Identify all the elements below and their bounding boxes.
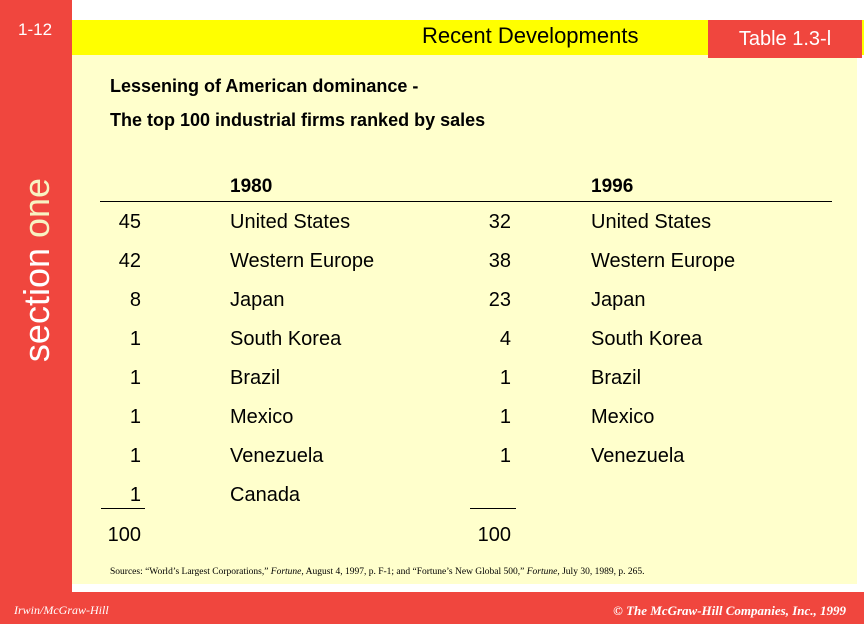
header-title: Recent Developments	[422, 23, 639, 48]
count-1980: 8	[129, 289, 141, 311]
count-1980: 1	[129, 445, 141, 467]
count-1980: 42	[118, 250, 141, 272]
sum-underline-1980	[101, 508, 145, 509]
footer-copyright: © The McGraw-Hill Companies, Inc., 1999	[613, 603, 846, 618]
count-1996: 1	[499, 367, 511, 389]
count-1996: 38	[488, 250, 511, 272]
count-1996: 32	[488, 211, 511, 233]
country-1996: Venezuela	[591, 445, 685, 467]
country-1996: Brazil	[591, 367, 642, 389]
sources-note: Sources: “World’s Largest Corporations,”…	[110, 567, 644, 577]
count-1996: 23	[488, 289, 511, 311]
country-1980: Canada	[230, 484, 301, 506]
country-1980: Japan	[230, 289, 285, 311]
country-1996: Western Europe	[591, 250, 736, 272]
count-1980: 1	[129, 484, 141, 506]
total-1996: 100	[477, 524, 511, 546]
sources-text-2: , August 4, 1997, p. F-1; and “Fortune’s…	[301, 567, 527, 577]
country-1980: Venezuela	[230, 445, 324, 467]
count-1980: 45	[118, 211, 141, 233]
sources-text-1: Sources: “World’s Largest Corporations,”	[110, 567, 271, 577]
footer-publisher: Irwin/McGraw-Hill	[14, 603, 109, 617]
slide-number: 1-12	[18, 20, 53, 39]
count-1980: 1	[129, 328, 141, 350]
count-1996: 1	[499, 406, 511, 428]
count-1996: 1	[499, 445, 511, 467]
sources-text-3: , July 30, 1989, p. 265.	[557, 567, 645, 577]
subtitle-line1: Lessening of American dominance -	[110, 76, 419, 96]
sum-underline-1996	[470, 508, 516, 509]
count-1980: 1	[129, 406, 141, 428]
country-1980: Western Europe	[230, 250, 375, 272]
content-panel	[72, 55, 857, 584]
table-badge: Table 1.3-l	[708, 20, 862, 58]
country-1996: United States	[591, 211, 712, 233]
footer-bar	[0, 592, 864, 624]
country-1996: Mexico	[591, 406, 655, 428]
count-1980: 1	[129, 367, 141, 389]
country-1980: United States	[230, 211, 351, 233]
country-1980: Mexico	[230, 406, 294, 428]
year-1980-header: 1980	[230, 176, 273, 197]
total-1980: 100	[107, 524, 141, 546]
sources-fortune-1: Fortune	[270, 567, 302, 577]
subtitle-line2: The top 100 industrial firms ranked by s…	[110, 110, 486, 130]
section-label: section one	[16, 178, 58, 362]
left-sidebar-bar	[0, 0, 72, 592]
country-1996: Japan	[591, 289, 646, 311]
sources-fortune-2: Fortune	[526, 567, 558, 577]
section-word: one	[16, 177, 57, 238]
count-1996: 4	[499, 328, 511, 350]
year-1996-header: 1996	[591, 176, 634, 197]
header-rule	[100, 201, 832, 202]
country-1980: Brazil	[230, 367, 281, 389]
country-1980: South Korea	[230, 328, 342, 350]
section-prefix: section	[16, 238, 57, 363]
country-1996: South Korea	[591, 328, 703, 350]
